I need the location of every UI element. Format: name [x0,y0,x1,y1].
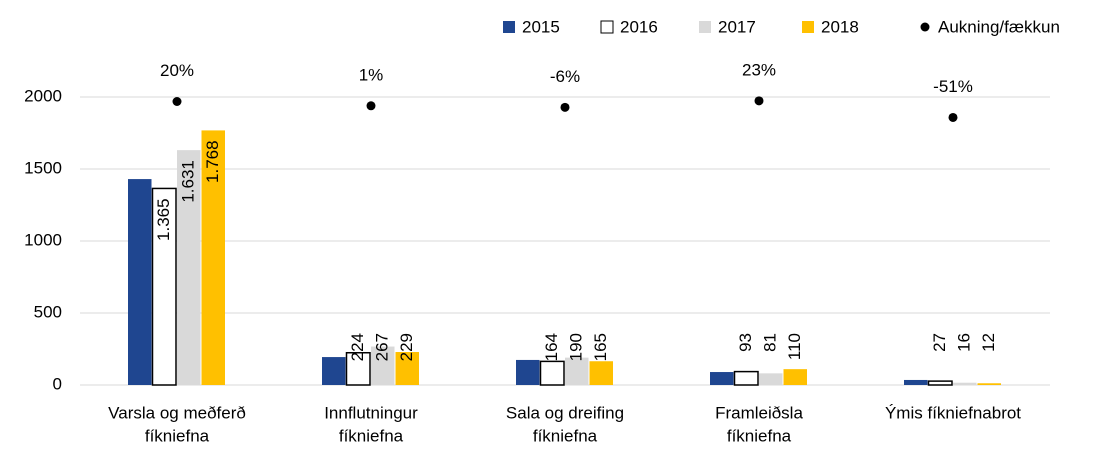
dot [754,96,764,106]
data-label: 23% [742,60,776,79]
data-label: 1.768 [203,140,222,183]
bar [733,370,759,386]
data-label: -51% [933,77,973,96]
data-label: 110 [785,333,804,360]
bar [589,361,613,385]
bar [516,359,540,385]
bar [201,130,225,385]
dot [172,97,182,106]
bar [128,179,152,385]
bar [151,187,177,386]
dot [948,112,958,122]
x-tick-label: Sala og dreifing [506,403,624,422]
y-tick-label: 500 [34,302,62,321]
dot [366,101,376,111]
data-label: 1% [359,65,384,84]
y-tick-label: 0 [53,374,62,393]
legend-label: 2018 [821,17,859,36]
data-label: 165 [591,333,610,361]
bar [977,383,1001,385]
y-tick-label: 1500 [24,158,62,177]
bar [565,357,589,385]
legend-label: Aukning/fækkun [938,17,1060,36]
x-tick-label: fíkniefna [533,426,598,445]
legend-marker [600,20,614,34]
data-label: 81 [761,333,780,352]
data-label: 229 [397,333,416,361]
x-tick-label: Varsla og meðferð [108,403,246,422]
data-label: 267 [373,333,392,361]
x-tick-label: Framleiðsla [715,403,803,422]
bar [710,372,734,385]
data-label: 1.365 [154,198,173,241]
data-label: 224 [348,333,367,361]
legend-marker [920,22,930,32]
bar [322,357,346,385]
bar [539,360,565,386]
data-label: 164 [542,333,561,361]
data-label: 12 [979,333,998,352]
dot [560,102,570,112]
y-tick-label: 2000 [24,86,62,105]
legend-label: 2017 [718,17,756,36]
bar [783,369,807,385]
legend-marker [699,21,711,33]
x-tick-label: fíkniefna [145,426,210,445]
data-label: 20% [160,61,194,80]
data-label: 190 [567,333,586,361]
legend-label: 2016 [620,17,658,36]
bar [759,373,783,385]
data-label: 93 [736,333,755,352]
bar [345,351,371,386]
bar [953,382,977,385]
data-label: -6% [550,67,580,86]
data-label: 27 [930,333,949,352]
x-tick-label: Ýmis fíkniefnabrot [885,403,1021,422]
bar [395,352,419,385]
legend-marker [503,21,515,33]
bar [904,379,928,385]
legend-marker [802,21,814,33]
bar [927,380,953,386]
y-tick-label: 1000 [24,230,62,249]
data-label: 1.631 [179,160,198,203]
x-tick-label: fíkniefna [339,426,404,445]
x-tick-label: fíkniefna [727,426,792,445]
bar [371,346,395,385]
data-label: 16 [955,333,974,352]
x-tick-label: Innflutningur [324,403,418,422]
legend-label: 2015 [522,17,560,36]
bar [177,150,201,385]
